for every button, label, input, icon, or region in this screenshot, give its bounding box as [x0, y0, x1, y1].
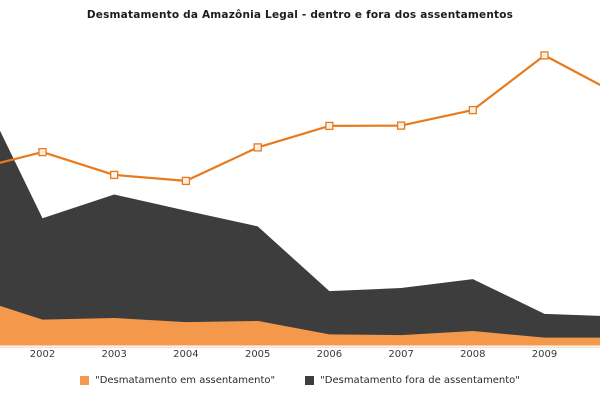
x-tick-label-2006: 2006 [316, 349, 343, 360]
legend-label-em-assentamento: "Desmatamento em assentamento" [95, 375, 276, 386]
line-marker [325, 121, 334, 131]
chart-canvas [0, 51, 600, 348]
x-tick-label-2005: 2005 [244, 349, 271, 360]
legend-item-em-assentamento: "Desmatamento em assentamento" [80, 375, 275, 386]
line-marker [253, 143, 262, 152]
x-tick-label-2008: 2008 [460, 349, 486, 360]
legend-swatch-em-assentamento [80, 376, 90, 385]
line-marker [396, 121, 406, 130]
x-tick-label-2004: 2004 [173, 349, 199, 360]
legend: "Desmatamento em assentamento" "Desmatam… [0, 375, 600, 386]
legend-swatch-fora-de-assentamento [305, 376, 315, 385]
area-em-assentamento [0, 305, 600, 346]
x-tick-label-2002: 2002 [29, 349, 56, 360]
deforestation-line [0, 54, 600, 182]
line-marker [181, 176, 191, 186]
x-tick-label-2009: 2009 [531, 349, 558, 360]
legend-label-fora-de-assentamento: "Desmatamento fora de assentamento" [320, 375, 520, 386]
x-axis: 2002 2003 2004 2005 2006 2007 2008 2009 [0, 349, 600, 363]
line-marker [468, 105, 477, 115]
chart-title: Desmatamento da Amazônia Legal - dentro … [86, 9, 514, 21]
line-marker [38, 147, 47, 157]
line-marker [110, 170, 119, 180]
x-tick-label-2003: 2003 [101, 349, 127, 360]
area-fora-de-assentamento [0, 130, 600, 346]
legend-item-fora-de-assentamento: "Desmatamento fora de assentamento" [305, 375, 520, 386]
line-marker [540, 51, 549, 60]
x-tick-label-2007: 2007 [388, 349, 414, 360]
